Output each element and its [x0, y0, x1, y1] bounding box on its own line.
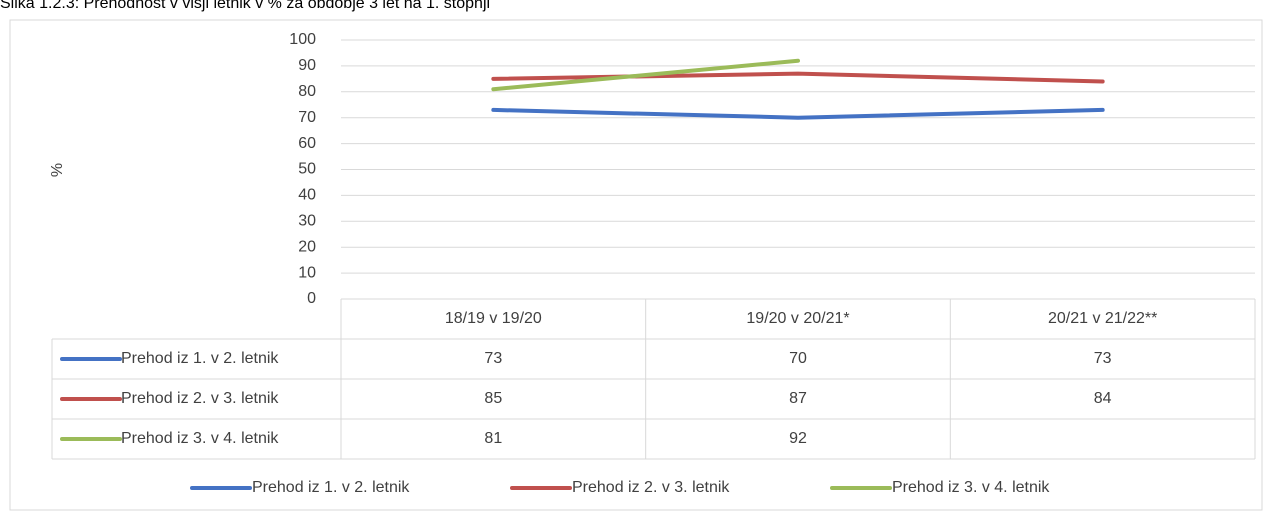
table-cell: 73 — [484, 350, 502, 367]
table-cell: 70 — [789, 350, 807, 367]
legend-label: Prehod iz 1. v 2. letnik — [252, 479, 410, 496]
y-tick-label: 30 — [298, 213, 316, 230]
table-cell: 81 — [484, 430, 502, 447]
y-tick-label: 70 — [298, 109, 316, 126]
y-tick-label: 100 — [289, 31, 316, 48]
table-cell: 92 — [789, 430, 807, 447]
x-tick-label: 18/19 v 19/20 — [445, 310, 542, 327]
chart-frame — [9, 19, 1263, 511]
y-tick-label: 20 — [298, 238, 316, 255]
series-line — [491, 107, 1105, 120]
y-tick-label: 60 — [298, 135, 316, 152]
chart-title: Slika 1.2.3: Prehodnost v višji letnik v… — [0, 0, 490, 12]
legend-label: Prehod iz 3. v 4. letnik — [892, 479, 1050, 496]
table-cell: 73 — [1094, 350, 1112, 367]
legend-label: Prehod iz 2. v 3. letnik — [572, 479, 730, 496]
table-row-label: Prehod iz 3. v 4. letnik — [121, 430, 279, 447]
series-line — [491, 71, 1105, 84]
table-cell: 87 — [789, 390, 807, 407]
y-tick-label: 80 — [298, 83, 316, 100]
x-tick-label: 20/21 v 21/22** — [1048, 310, 1157, 327]
y-axis-label: % — [49, 163, 66, 177]
table-cell: 84 — [1094, 390, 1112, 407]
y-tick-label: 0 — [307, 290, 316, 307]
y-tick-label: 10 — [298, 264, 316, 281]
x-tick-label: 19/20 v 20/21* — [746, 310, 849, 327]
series-line — [491, 58, 800, 92]
table-row-label: Prehod iz 1. v 2. letnik — [121, 350, 279, 367]
table-row-label: Prehod iz 2. v 3. letnik — [121, 390, 279, 407]
y-tick-label: 90 — [298, 57, 316, 74]
y-tick-label: 40 — [298, 187, 316, 204]
table-cell: 85 — [484, 390, 502, 407]
y-tick-label: 50 — [298, 161, 316, 178]
